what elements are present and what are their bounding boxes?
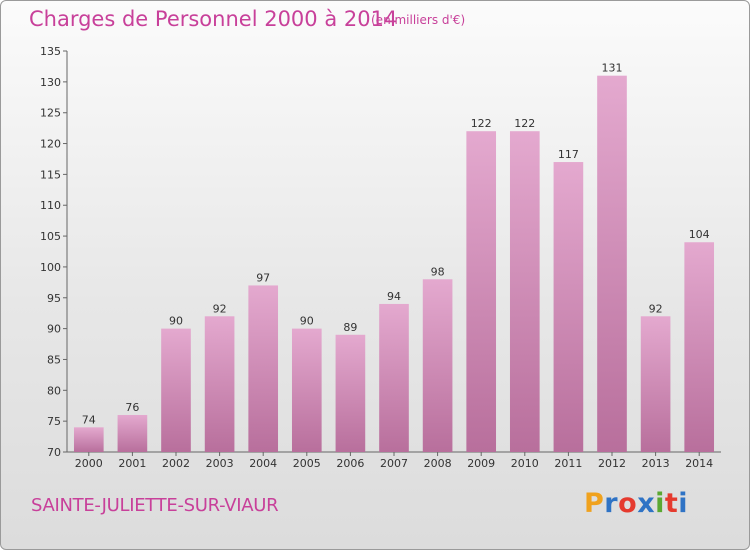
x-tick-label: 2001 [118, 457, 146, 470]
y-tick-label: 75 [47, 415, 61, 428]
x-tick-label: 2002 [162, 457, 190, 470]
bar-value-label: 122 [514, 117, 535, 130]
bar [466, 131, 497, 452]
y-tick-label: 90 [47, 323, 61, 336]
bar-value-label: 94 [387, 290, 401, 303]
bar-value-label: 90 [169, 315, 183, 328]
x-tick-label: 2000 [75, 457, 103, 470]
x-tick-label: 2003 [206, 457, 234, 470]
y-tick-label: 120 [40, 138, 61, 151]
bar [248, 285, 279, 452]
bar [553, 162, 584, 453]
bar [597, 75, 627, 452]
bar [640, 316, 671, 452]
x-tick-label: 2007 [380, 457, 408, 470]
bar [204, 316, 235, 452]
y-tick-label: 105 [40, 230, 61, 243]
y-tick-label: 70 [47, 446, 61, 459]
x-tick-label: 2004 [249, 457, 277, 470]
commune-name: SAINTE-JULIETTE-SUR-VIAUR [31, 495, 279, 516]
bar-value-label: 98 [431, 265, 445, 278]
logo-letter: i [655, 488, 665, 519]
x-tick-label: 2010 [511, 457, 539, 470]
logo-letter: o [618, 488, 638, 519]
bar-value-label: 76 [125, 401, 139, 414]
x-tick-label: 2013 [642, 457, 670, 470]
y-tick-label: 110 [40, 199, 61, 212]
logo-letter: x [637, 488, 656, 519]
bar-value-label: 92 [649, 302, 663, 315]
x-tick-label: 2009 [467, 457, 495, 470]
x-tick-label: 2012 [598, 457, 626, 470]
bar [379, 303, 409, 452]
y-tick-label: 100 [40, 261, 61, 274]
bar-value-label: 90 [300, 315, 314, 328]
bar-value-label: 131 [602, 62, 623, 75]
proxiti-logo: Proxiti [584, 488, 688, 519]
logo-letter: t [664, 488, 679, 519]
y-tick-label: 95 [47, 292, 61, 305]
bar [291, 328, 322, 452]
bar [161, 328, 191, 452]
bar [117, 414, 148, 452]
logo-letter: i [678, 488, 689, 519]
x-tick-label: 2014 [685, 457, 713, 470]
logo-letter: P [584, 488, 605, 519]
y-tick-label: 130 [40, 76, 61, 89]
bar-value-label: 104 [689, 228, 710, 241]
logo-letter: r [604, 488, 619, 519]
bar [684, 242, 715, 452]
x-tick-label: 2008 [424, 457, 452, 470]
x-tick-label: 2006 [336, 457, 364, 470]
y-tick-label: 125 [40, 107, 61, 120]
y-tick-label: 85 [47, 353, 61, 366]
bar-value-label: 74 [82, 413, 96, 426]
bar-value-label: 89 [343, 321, 357, 334]
bar-value-label: 122 [471, 117, 492, 130]
bar [73, 427, 104, 452]
bar-value-label: 97 [256, 271, 270, 284]
y-tick-label: 115 [40, 168, 61, 181]
y-tick-label: 135 [40, 45, 61, 58]
x-tick-label: 2005 [293, 457, 321, 470]
x-tick-label: 2011 [554, 457, 582, 470]
bar-value-label: 117 [558, 148, 579, 161]
bar-value-label: 92 [213, 302, 227, 315]
chart-subtitle: (en milliers d'€) [371, 13, 466, 27]
bar [509, 131, 540, 452]
bar [422, 279, 453, 452]
chart-title: Charges de Personnel 2000 à 2014 [29, 7, 398, 31]
y-tick-label: 80 [47, 384, 61, 397]
bar [335, 334, 366, 452]
